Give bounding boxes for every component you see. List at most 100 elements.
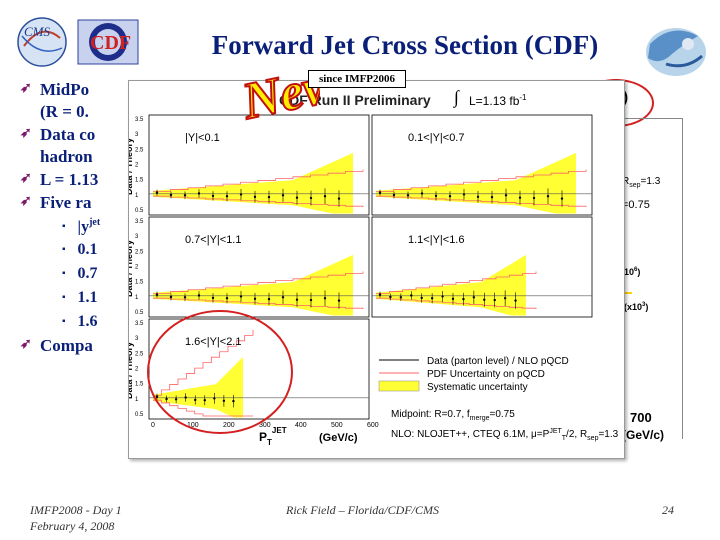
legend-label: PDF Uncertainty on pQCD: [427, 369, 545, 380]
bullet-arrow-icon: ➶: [20, 194, 32, 209]
background-x10-label: 106): [624, 267, 641, 277]
pdf-uncertainty-lower: [153, 195, 364, 208]
y-tick-label: 2: [135, 366, 139, 372]
y-axis-label: Data / Theory: [129, 138, 134, 195]
background-rsep-label: Rsep=1.3: [622, 176, 661, 189]
sub-bullet-text: |y: [77, 218, 90, 236]
sub-bullet: ▪ 0.7: [62, 265, 98, 283]
panel-label: 0.1<|Y|<0.7: [408, 132, 464, 144]
y-tick-label: 3: [135, 132, 139, 138]
svg-text:New: New: [238, 55, 320, 124]
pdf-uncertainty-upper: [153, 169, 364, 192]
square-bullet-icon: ▪: [62, 244, 66, 255]
nlo-note: NLO: NLOJET++, CTEQ 6.1M, μ=PJETT/2, Rse…: [391, 428, 619, 442]
y-tick-label: 2: [135, 162, 139, 168]
footer-conference: IMFP2008 - Day 1 February 4, 2008: [30, 502, 122, 534]
panel-label: 0.7<|Y|<1.1: [185, 234, 241, 246]
bullet-arrow-icon: ➶: [20, 337, 32, 352]
y-tick-label: 2.5: [135, 147, 144, 153]
legend-label: Systematic uncertainty: [427, 382, 528, 393]
y-tick-label: 3: [135, 234, 139, 240]
y-tick-label: 2.5: [135, 351, 144, 357]
bullet-text: MidPo: [40, 80, 90, 99]
midpoint-note: Midpoint: R=0.7, fmerge=0.75: [391, 409, 515, 422]
bullet-arrow-icon: ➶: [20, 126, 32, 141]
pdf-uncertainty-upper: [376, 169, 587, 192]
panel-label: |Y|<0.1: [185, 132, 220, 144]
pdf-uncertainty-lower: [376, 195, 587, 208]
svg-text:CDF: CDF: [90, 32, 131, 54]
pdf-uncertainty-lower: [376, 297, 537, 310]
plot-legend: Data (parton level) / NLO pQCD PDF Uncer…: [378, 356, 569, 393]
y-axis-label: Data / Theory: [129, 342, 134, 399]
legend-label: Data (parton level) / NLO pQCD: [427, 356, 569, 367]
bullet-text: Five ra: [40, 193, 92, 212]
background-band-mark: [622, 292, 632, 294]
sub-bullet-text: 1.1: [77, 289, 98, 306]
background-x10-3-label: (x103): [624, 302, 649, 312]
svg-text:CMS: CMS: [24, 24, 51, 39]
logos: CMS CDF: [17, 17, 139, 67]
bullet-text: Data co: [40, 125, 96, 144]
background-x700-label: 700: [630, 410, 652, 425]
square-bullet-icon: ▪: [62, 316, 66, 327]
red-circle-highlight: [147, 310, 293, 434]
square-bullet-icon: ▪: [62, 268, 66, 279]
pdf-uncertainty-upper: [376, 271, 537, 294]
sub-bullet: ▪ |yjet: [62, 217, 100, 236]
bullet-arrow-icon: ➶: [20, 171, 32, 186]
background-gev-label: (GeV/c): [622, 428, 665, 442]
sub-bullet: ▪ 1.1: [62, 289, 98, 307]
y-tick-label: 3: [135, 336, 139, 342]
sub-bullet-text: 1.6: [77, 313, 98, 330]
x-tick-label: 500: [331, 422, 343, 429]
square-bullet-icon: ▪: [62, 221, 66, 233]
pdf-uncertainty-upper: [153, 271, 364, 294]
background-figure-frame: [620, 118, 683, 439]
sub-bullet: ▪ 1.6: [62, 313, 98, 331]
lumi-label: L=1.13 fb-1: [469, 93, 527, 108]
y-tick-label: 1.5: [135, 382, 144, 388]
bullet-text: hadron: [40, 147, 93, 166]
x-tick-label: 300: [259, 422, 271, 429]
y-tick-label: 2: [135, 264, 139, 270]
y-tick-label: 3.5: [135, 321, 144, 327]
y-tick-label: 1: [135, 193, 139, 199]
footer-date: February 4, 2008: [30, 519, 115, 533]
y-tick-label: 0.5: [135, 208, 144, 214]
slide-number: 24: [662, 503, 674, 517]
sub-bullet-sup: jet: [89, 217, 101, 228]
sub-bullet-text: 0.7: [77, 265, 98, 282]
cms-logo: CMS: [17, 17, 67, 67]
plot-header: CDF Run II Preliminary: [279, 92, 431, 108]
x-axis-unit: (GeV/c): [319, 432, 358, 444]
x-tick-label: 600: [367, 422, 379, 429]
x-axis-label: PTJET: [259, 426, 287, 447]
bullet-text: L = 1.13: [40, 170, 99, 189]
conference-logo: [646, 28, 706, 76]
y-tick-label: 1.5: [135, 280, 144, 286]
pdf-uncertainty-lower: [153, 297, 364, 310]
y-tick-label: 0.5: [135, 310, 144, 316]
footer-conf-name: IMFP2008 - Day 1: [30, 503, 122, 517]
x-tick-label: 400: [295, 422, 307, 429]
y-tick-label: 0.5: [135, 412, 144, 418]
background-eq-label: =0.75: [622, 199, 650, 211]
y-tick-label: 1.5: [135, 178, 144, 184]
new-stamp: New: [238, 54, 320, 124]
slide-title: Forward Jet Cross Section (CDF): [211, 30, 599, 60]
y-tick-label: 1: [135, 295, 139, 301]
integral-sign: ∫: [453, 87, 460, 108]
bullet-text: Compa: [40, 336, 93, 355]
sub-bullet: ▪ 0.1: [62, 241, 98, 259]
y-tick-label: 3.5: [135, 219, 144, 225]
y-tick-label: 1: [135, 397, 139, 403]
panel-label: 1.1<|Y|<1.6: [408, 234, 464, 246]
cdf-logo: CDF: [77, 19, 139, 65]
since-badge: since IMFP2006: [308, 70, 406, 88]
sub-bullet-text: 0.1: [77, 241, 98, 258]
x-tick-label: 0: [151, 422, 155, 429]
square-bullet-icon: ▪: [62, 292, 66, 303]
y-tick-label: 3.5: [135, 117, 144, 123]
y-axis-label: Data / Theory: [129, 240, 134, 297]
